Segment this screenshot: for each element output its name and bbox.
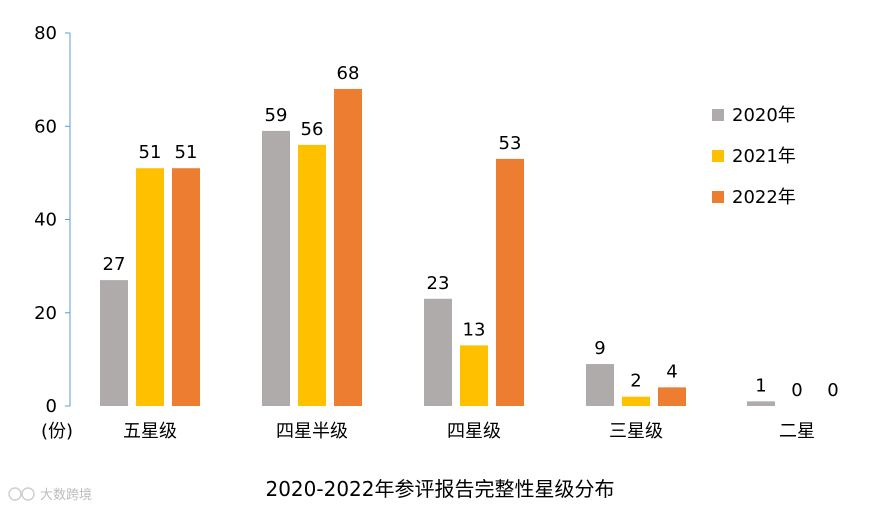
bar: [622, 396, 650, 406]
bar-value-label: 51: [175, 142, 198, 163]
y-axis: 0 20 40 60 80: [34, 23, 71, 417]
x-category-label: 三星级: [609, 421, 663, 442]
bar-value-label: 13: [463, 319, 486, 340]
y-tick-label: 80: [34, 23, 57, 44]
bar-value-label: 4: [666, 361, 677, 382]
bar-value-label: 23: [427, 273, 450, 294]
watermark-text: 大数跨境: [40, 488, 92, 503]
legend: 2020年 2021年 2022年: [712, 105, 796, 208]
bar: [747, 401, 775, 406]
bar: [334, 88, 362, 406]
bars: [100, 88, 775, 406]
bar-value-label: 2: [630, 371, 641, 392]
legend-swatch: [712, 109, 724, 121]
legend-swatch: [712, 191, 724, 203]
y-tick-label: 0: [46, 396, 57, 417]
bar: [496, 158, 524, 406]
watermark-logo-icon: [8, 487, 35, 501]
x-category-label: 二星: [779, 421, 815, 442]
legend-label: 2022年: [732, 187, 796, 208]
bar-value-label: 51: [139, 142, 162, 163]
bar-value-label: 0: [791, 380, 802, 401]
bar-value-label: 56: [301, 119, 324, 140]
chart-title: 2020-2022年参评报告完整性星级分布: [265, 477, 614, 501]
bar: [586, 364, 614, 406]
y-tick-label: 40: [34, 210, 57, 231]
bar: [460, 345, 488, 406]
bar-value-label: 9: [594, 338, 605, 359]
bar-value-label: 1: [755, 375, 766, 396]
bar-value-label: 59: [265, 105, 288, 126]
bar: [424, 298, 452, 406]
y-tick-label: 60: [34, 116, 57, 137]
bar: [172, 168, 200, 406]
category-labels: 五星级 四星半级 四星级 三星级 二星: [123, 421, 815, 442]
bar-value-label: 53: [499, 133, 522, 154]
x-category-label: 五星级: [123, 421, 177, 442]
bar-value-label: 27: [103, 254, 126, 275]
bar: [262, 130, 290, 406]
watermark: 大数跨境: [8, 487, 92, 503]
legend-label: 2020年: [732, 105, 796, 126]
bar: [100, 280, 128, 406]
legend-label: 2021年: [732, 146, 796, 167]
data-labels: 27 51 51 59 56 68 23 13 53 9 2 4 1 0 0: [103, 63, 839, 401]
bar: [298, 144, 326, 406]
y-tick-label: 20: [34, 303, 57, 324]
x-category-label: 四星级: [447, 421, 501, 442]
bar-value-label: 0: [827, 380, 838, 401]
bar: [658, 387, 686, 406]
bar-value-label: 68: [337, 63, 360, 84]
x-category-label: 四星半级: [276, 421, 348, 442]
bar: [136, 168, 164, 406]
legend-swatch: [712, 150, 724, 162]
y-axis-unit-label: (份): [41, 421, 73, 442]
